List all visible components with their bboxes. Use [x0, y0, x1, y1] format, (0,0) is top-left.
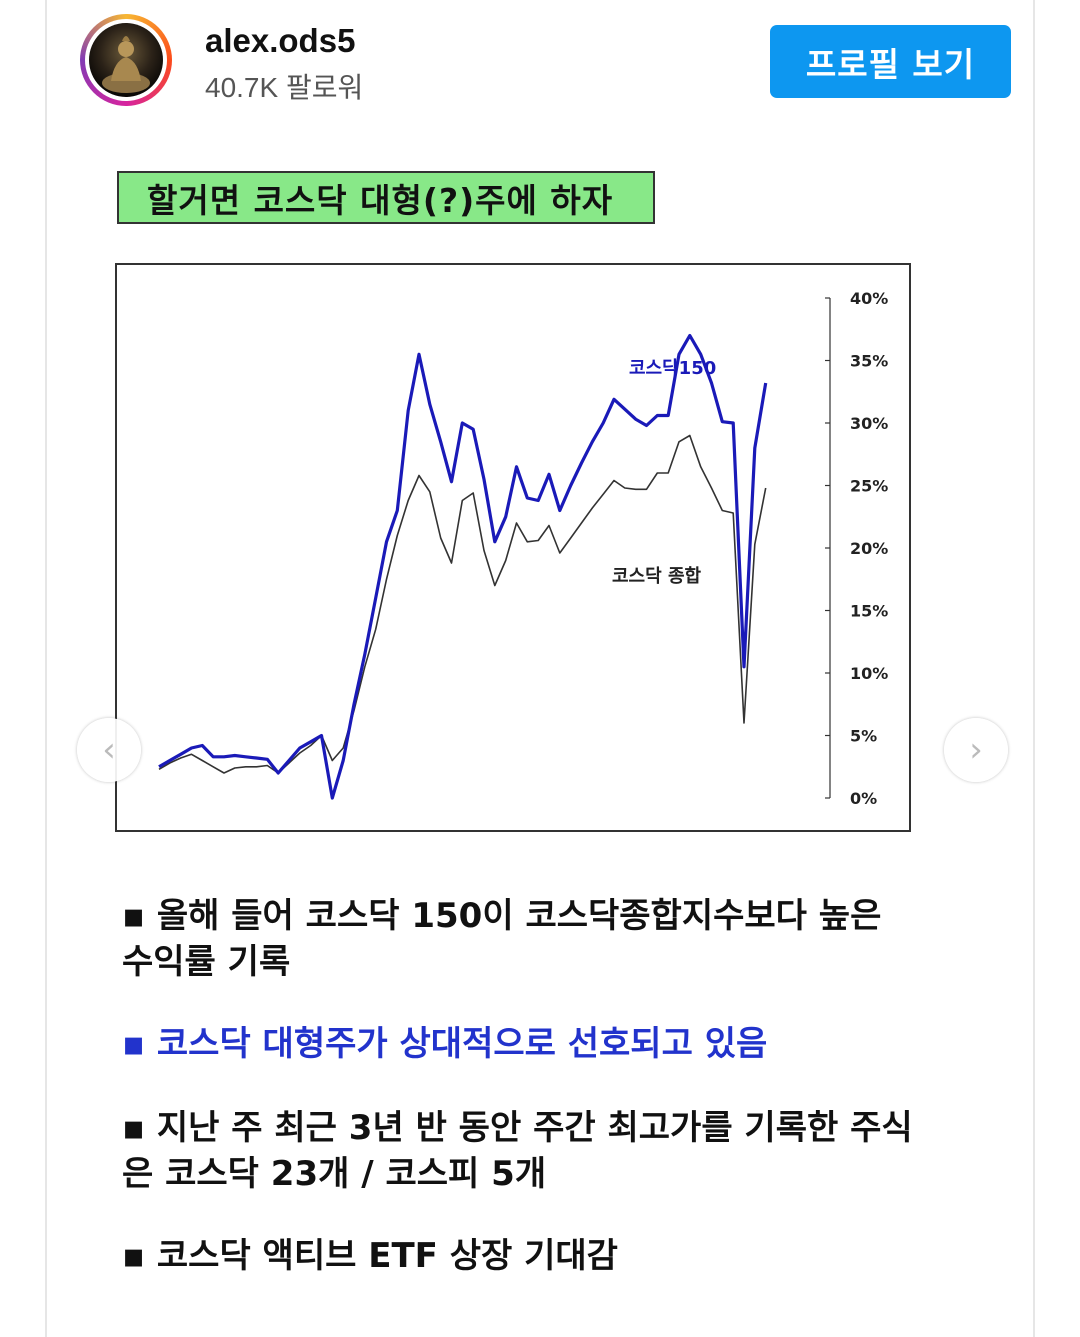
avatar[interactable]	[80, 14, 172, 106]
bullet-list: ▪ 올해 들어 코스닥 150이 코스닥종합지수보다 높은 수익률 기록 ▪ 코…	[122, 893, 922, 1315]
y-tick-label: 25%	[850, 477, 888, 496]
y-tick-label: 0%	[850, 789, 877, 808]
bullet-item: ▪ 지난 주 최근 3년 반 동안 주간 최고가를 기록한 주식은 코스닥 23…	[122, 1108, 913, 1194]
bullet-item-highlight: ▪ 코스닥 대형주가 상대적으로 선호되고 있음	[122, 1024, 768, 1064]
series-line-kosdaq150	[158, 333, 768, 800]
y-tick-label: 10%	[850, 664, 888, 683]
bullet-item: ▪ 올해 들어 코스닥 150이 코스닥종합지수보다 높은 수익률 기록	[122, 896, 882, 982]
series-line-kosdaq-composite	[158, 434, 767, 774]
y-tick-label: 15%	[850, 602, 888, 621]
series-label-kosdaq-composite: 코스닥 종합	[612, 565, 702, 587]
series-label-kosdaq150: 코스닥150	[629, 358, 716, 379]
carousel-prev-button[interactable]: ‹	[77, 718, 141, 782]
y-tick-label: 30%	[850, 414, 888, 433]
avatar-image	[89, 23, 163, 97]
bullet-item: ▪ 코스닥 액티브 ETF 상장 기대감	[122, 1236, 618, 1276]
post-banner-title: 할거면 코스닥 대형(?)주에 하자	[117, 171, 655, 224]
chart-container: 40% 35% 30% 25% 20% 15% 10% 5% 0% 코스닥150 코스닥 종합	[115, 263, 911, 832]
y-tick-label: 5%	[850, 727, 877, 746]
y-tick-label: 20%	[850, 539, 888, 558]
line-chart: 40% 35% 30% 25% 20% 15% 10% 5% 0% 코스닥150 코스닥 종합	[158, 289, 888, 808]
carousel-next-button[interactable]: ›	[944, 718, 1008, 782]
y-tick-label: 40%	[850, 289, 888, 308]
y-tick-label: 35%	[850, 352, 888, 371]
follower-count: 40.7K 팔로워	[205, 72, 364, 103]
view-profile-button[interactable]: 프로필 보기	[770, 25, 1011, 98]
username[interactable]: alex.ods5	[205, 22, 356, 59]
post-card-frame	[45, 0, 1035, 1337]
